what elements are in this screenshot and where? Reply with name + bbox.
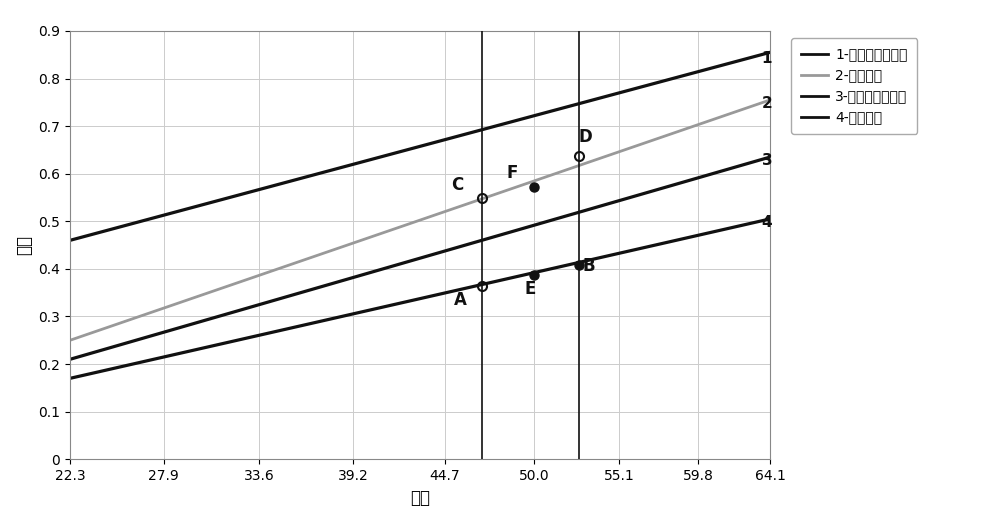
Y-axis label: 油位: 油位	[15, 235, 33, 255]
Text: A: A	[454, 292, 467, 310]
Text: B: B	[583, 256, 595, 275]
Text: E: E	[525, 280, 536, 298]
Legend: 1-油位最高计算値, 2-油位上限, 3-拟合计算油位値, 4-油位下限: 1-油位最高计算値, 2-油位上限, 3-拟合计算油位値, 4-油位下限	[791, 38, 917, 134]
Text: C: C	[451, 176, 463, 194]
Text: 4: 4	[762, 215, 772, 230]
X-axis label: 油温: 油温	[410, 489, 430, 507]
Text: D: D	[579, 128, 593, 146]
Text: 1: 1	[762, 51, 772, 66]
Text: 2: 2	[762, 96, 772, 111]
Text: F: F	[506, 164, 518, 182]
Text: 3: 3	[762, 153, 772, 168]
